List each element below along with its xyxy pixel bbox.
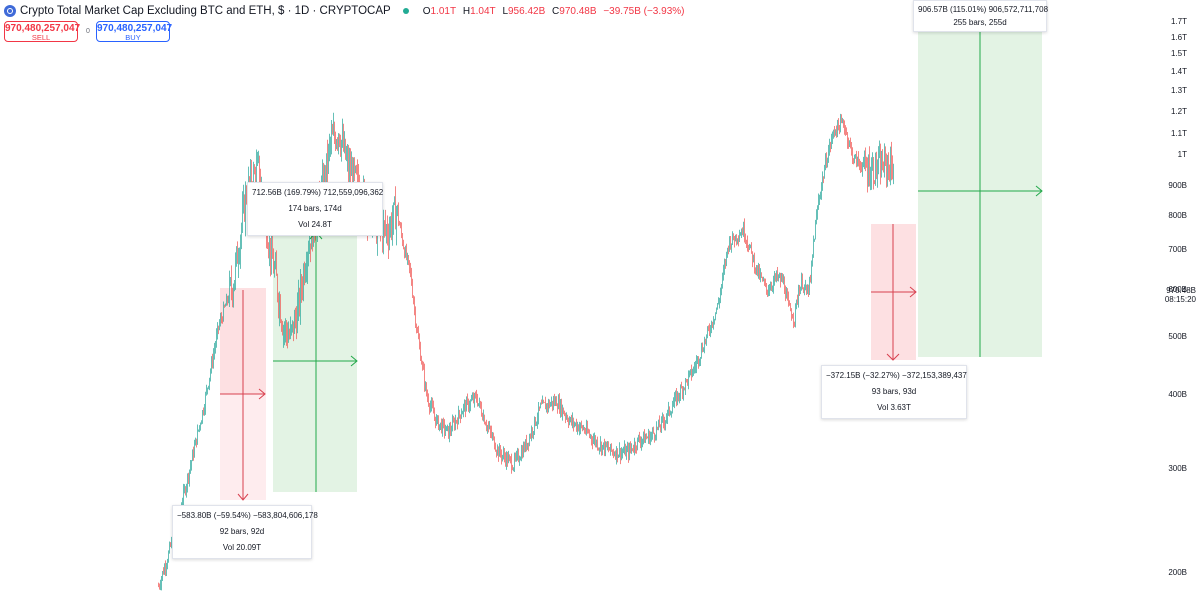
low-label: L (502, 5, 508, 17)
measurement-2-bars: 174 bars, 174d (288, 204, 342, 213)
measurement-label-2: 712.56B (169.79%) 712,559,096,362 174 ba… (247, 182, 383, 236)
price-axis-tick: 500B (1168, 332, 1187, 342)
low-value: 956.42B (508, 5, 546, 17)
measurement-label-4: 906.57B (115.01%) 906,572,711,708 255 ba… (913, 0, 1049, 32)
symbol-title: Crypto Total Market Cap Excluding BTC an… (20, 5, 391, 17)
price-axis-tick: 1.3T (1170, 86, 1187, 96)
short-arrows-1 (220, 290, 266, 501)
last-price-time: 08:15:20 (1164, 295, 1196, 304)
close-label: C (552, 5, 560, 17)
last-price-tag: 970.48B 08:15:20 (1165, 286, 1196, 304)
sell-button[interactable]: 970,480,257,047 SELL (4, 21, 81, 42)
price-axis-tick: 1.5T (1170, 49, 1187, 59)
measurement-3-volume: Vol 3.63T (877, 403, 911, 412)
price-axis-tick: 1T (1177, 149, 1187, 159)
measurement-1-change: −583.80B (−59.54%) −583,804,606,178 (177, 511, 318, 520)
measurement-2-change: 712.56B (169.79%) 712,559,096,362 (252, 188, 384, 197)
chart-header: Crypto Total Market Cap Excluding BTC an… (4, 3, 685, 19)
open-value: 1.01T (430, 5, 457, 17)
buy-price: 970,480,257,047 (97, 23, 173, 34)
sell-label: SELL (31, 33, 51, 42)
close-value: 970.48B (559, 5, 597, 17)
measurement-3-change: −372.15B (−32.27%) −372,153,389,437 (826, 371, 967, 380)
price-axis-tick: 1.7T (1170, 17, 1187, 26)
price-axis-tick: 1.2T (1170, 106, 1187, 116)
last-price-value: 970.48B (1166, 286, 1196, 295)
price-axis-tick: 800B (1168, 211, 1187, 221)
change-value: −39.75B (−3.93%) (603, 5, 685, 17)
measurement-4-bars: 255 bars, 255d (953, 18, 1007, 27)
measurement-1-bars: 92 bars, 92d (219, 527, 265, 536)
short-arrows-2 (871, 224, 917, 361)
ohlc-readout: O1.01T H1.04T L956.42B C970.48B −39.75B … (423, 6, 685, 17)
measurement-3-bars: 93 bars, 93d (871, 387, 917, 396)
market-status-dot-icon (402, 8, 409, 14)
price-axis-tick: 600B (1168, 285, 1187, 295)
high-value: 1.04T (470, 5, 496, 17)
high-label: H (462, 5, 471, 17)
measurement-2-volume: Vol 24.8T (298, 220, 332, 229)
measurement-label-3: −372.15B (−32.27%) −372,153,389,437 93 b… (821, 365, 967, 419)
buy-label: BUY (125, 33, 141, 42)
price-axis-tick: 700B (1168, 245, 1187, 255)
long-arrows-1 (273, 231, 358, 492)
price-axis-tick: 1.6T (1170, 32, 1187, 42)
open-label: O (422, 5, 431, 17)
buy-button[interactable]: 970,480,257,047 BUY (96, 21, 173, 42)
cryptocap-logo-icon (4, 5, 16, 17)
price-axis-tick: 1.4T (1170, 66, 1187, 76)
measurement-4-change: 906.57B (115.01%) 906,572,711,708 (918, 5, 1049, 14)
price-axis-tick: 400B (1168, 389, 1187, 399)
price-axis-tick: 300B (1168, 463, 1187, 473)
price-axis-tick: 900B (1168, 180, 1187, 190)
measurement-label-1: −583.80B (−59.54%) −583,804,606,178 92 b… (172, 505, 318, 559)
spread-value: 0 (86, 28, 90, 35)
price-axis-tick: 200B (1168, 568, 1187, 577)
measurement-1-volume: Vol 20.09T (222, 543, 262, 552)
long-zone-1 (273, 232, 357, 492)
sell-price: 970,480,257,047 (5, 23, 81, 34)
price-axis-tick: 1.1T (1170, 129, 1187, 139)
